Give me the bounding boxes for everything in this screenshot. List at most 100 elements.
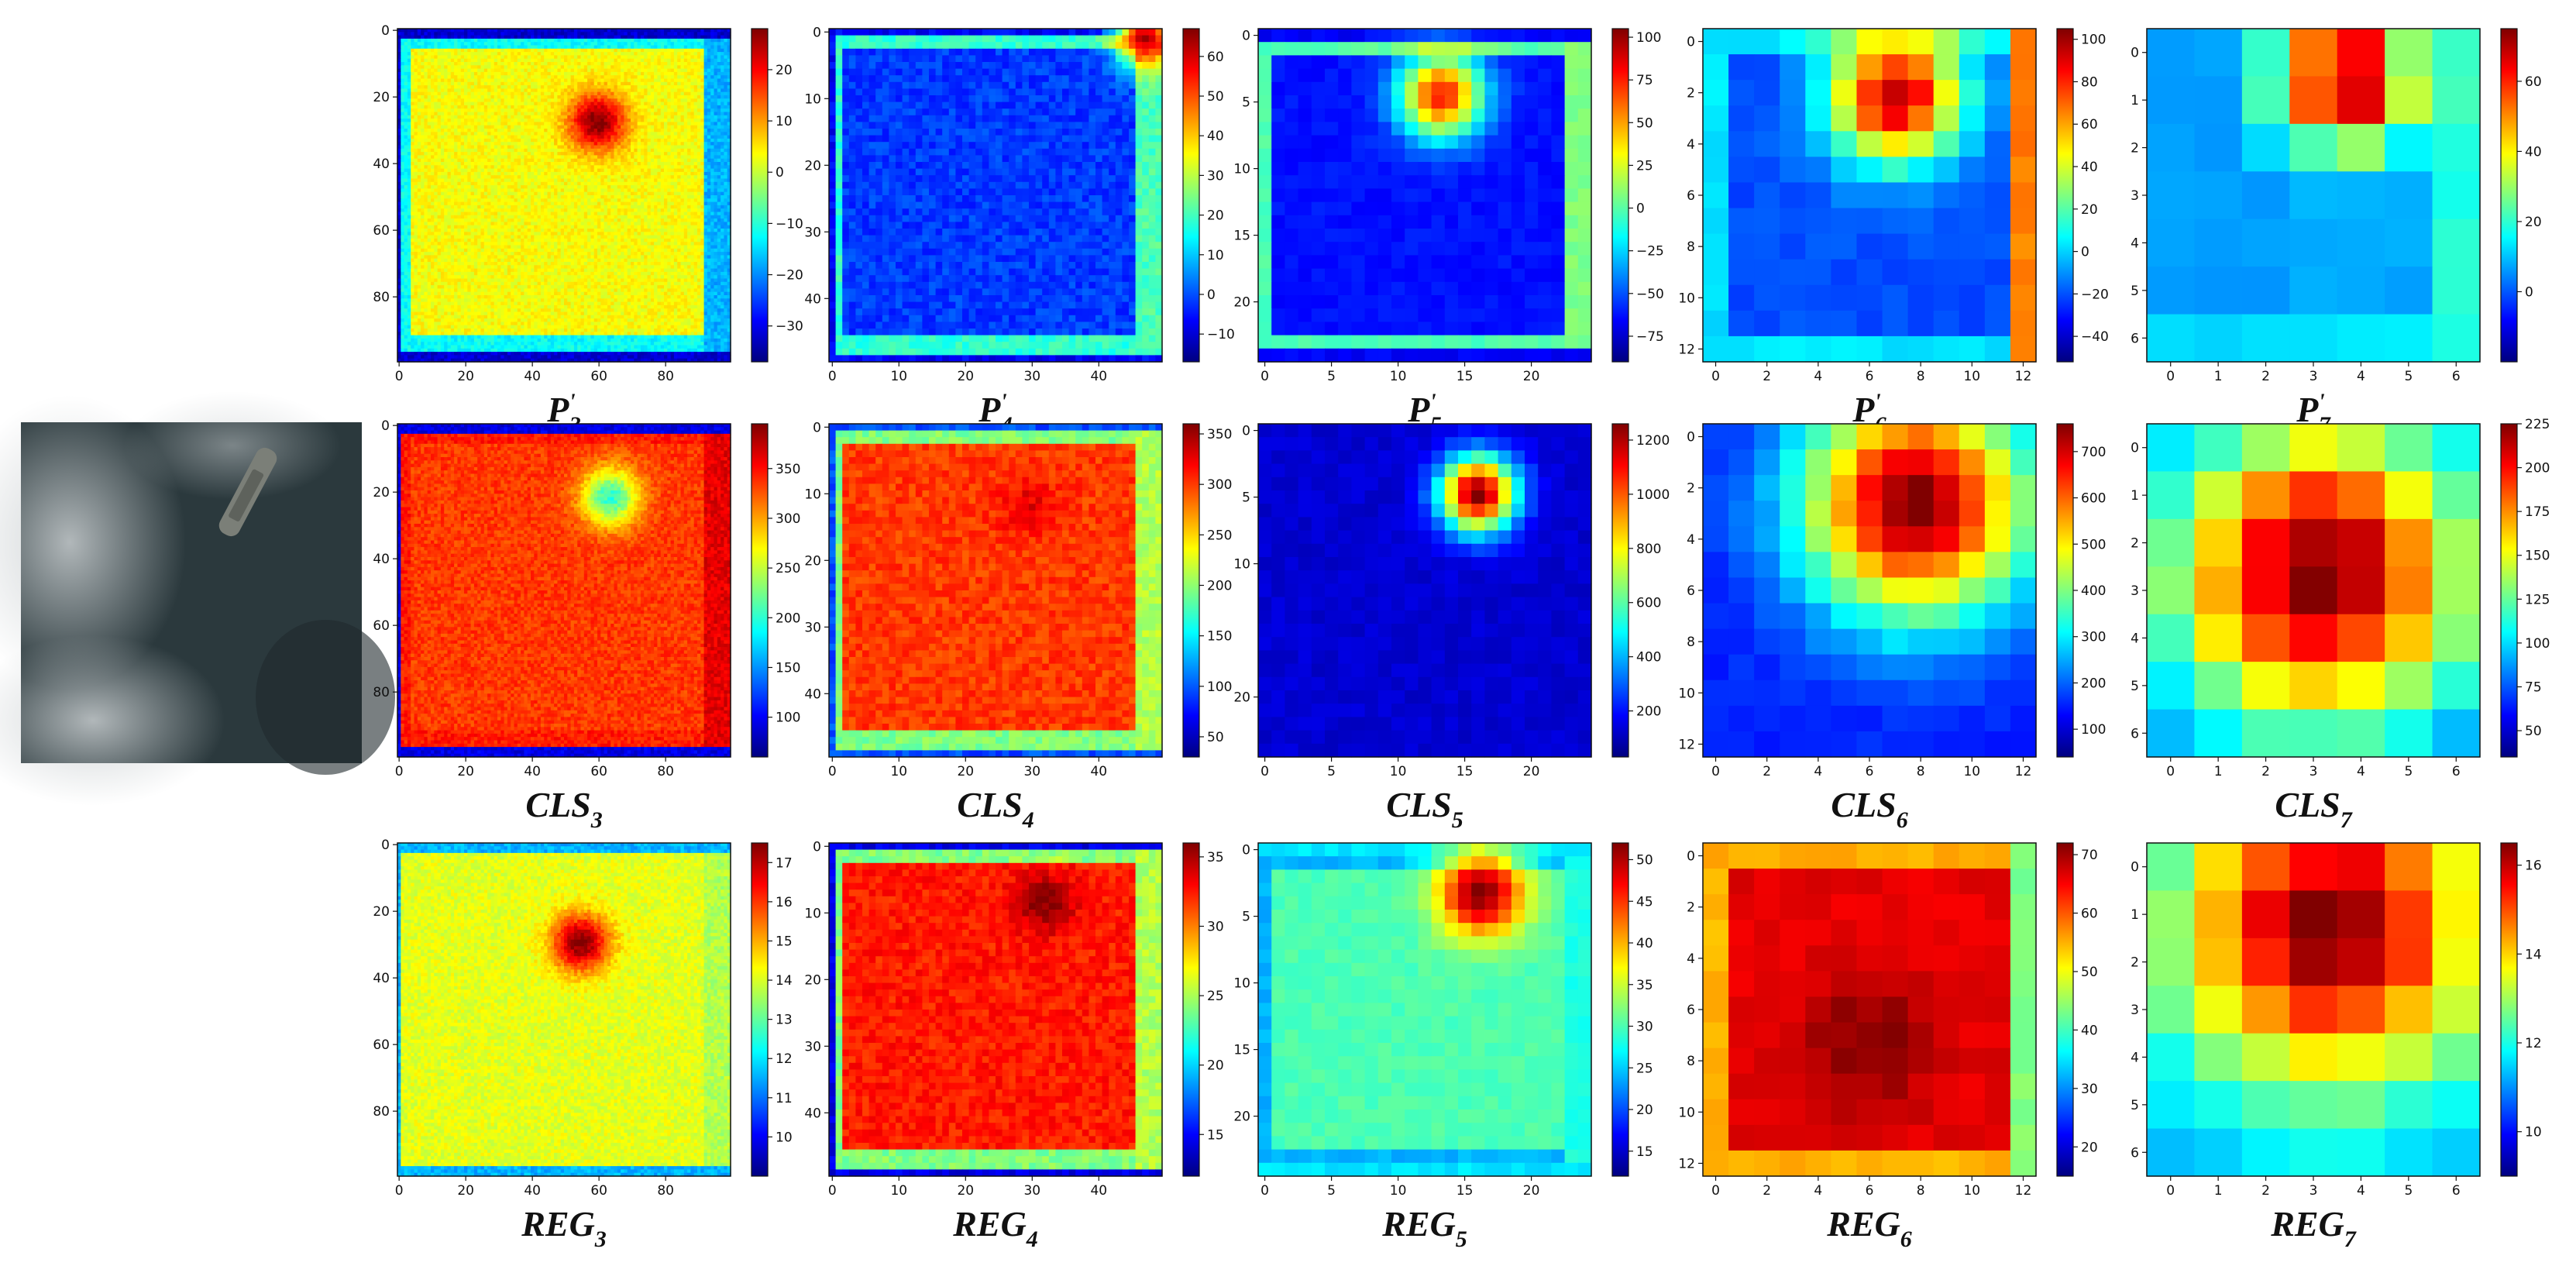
heatmap-cell: [464, 175, 468, 180]
heatmap-cell: [660, 122, 665, 126]
heatmap-cell: [557, 191, 562, 196]
heatmap-cell: [614, 88, 618, 93]
heatmap-cell: [717, 88, 721, 93]
heatmap-cell: [607, 148, 611, 153]
heatmap-cell: [514, 155, 518, 160]
heatmap-cell: [707, 62, 711, 66]
heatmap-cell: [407, 85, 411, 89]
heatmap-cell: [703, 168, 708, 173]
heatmap-cell: [547, 132, 552, 136]
heatmap-cell: [470, 129, 475, 132]
heatmap-cell: [680, 88, 685, 93]
heatmap-cell: [604, 162, 608, 166]
heatmap-cell: [507, 162, 511, 166]
heatmap-cell: [534, 158, 538, 163]
heatmap-cell: [547, 168, 552, 173]
heatmap-cell: [417, 38, 421, 43]
heatmap-cell: [621, 119, 624, 122]
heatmap-cell: [604, 55, 608, 60]
heatmap-cell: [583, 88, 588, 93]
heatmap-cell: [500, 142, 505, 146]
heatmap-cell: [524, 75, 528, 80]
heatmap-cell: [721, 62, 724, 66]
heatmap-cell: [524, 175, 528, 180]
heatmap-cell: [670, 55, 675, 60]
heatmap-cell: [703, 78, 708, 83]
heatmap-cell: [604, 98, 608, 103]
heatmap-cell: [531, 155, 535, 160]
heatmap-cell: [631, 162, 635, 166]
heatmap-cell: [407, 129, 411, 132]
heatmap-cell: [670, 81, 675, 86]
heatmap-cell: [511, 181, 515, 186]
heatmap-cell: [690, 32, 695, 36]
heatmap-cell: [727, 171, 731, 176]
heatmap-cell: [600, 62, 605, 66]
heatmap-cell: [604, 175, 608, 180]
heatmap-cell: [587, 135, 591, 139]
heatmap-cell: [617, 158, 621, 163]
heatmap-cell: [667, 155, 672, 160]
heatmap-cell: [593, 52, 598, 56]
heatmap-cell: [487, 142, 491, 146]
heatmap-cell: [621, 85, 624, 89]
heatmap-cell: [483, 188, 488, 193]
heatmap-cell: [500, 58, 505, 63]
heatmap-cell: [454, 122, 458, 126]
heatmap-cell: [537, 58, 542, 63]
heatmap-cell: [514, 132, 518, 136]
heatmap-cell: [517, 191, 521, 196]
heatmap-cell: [540, 152, 545, 156]
heatmap-cell: [621, 75, 624, 80]
heatmap-cell: [660, 148, 665, 153]
heatmap-cell: [511, 35, 515, 40]
heatmap-cell: [407, 88, 411, 93]
heatmap-cell: [514, 171, 518, 176]
heatmap-cell: [687, 108, 691, 113]
heatmap-cell: [521, 95, 524, 99]
heatmap-cell: [444, 148, 449, 153]
heatmap-cell: [487, 115, 491, 119]
heatmap-cell: [490, 88, 495, 93]
heatmap-cell: [677, 125, 682, 129]
heatmap-cell: [554, 112, 558, 116]
heatmap-cell: [404, 119, 408, 122]
heatmap-cell: [631, 38, 635, 43]
heatmap-cell: [527, 152, 531, 156]
heatmap-cell: [477, 71, 482, 76]
heatmap-cell: [557, 68, 562, 73]
heatmap-cell: [610, 171, 615, 176]
heatmap-cell: [527, 55, 531, 60]
heatmap-cell: [511, 71, 515, 76]
heatmap-cell: [624, 108, 628, 113]
heatmap-cell: [540, 98, 545, 103]
heatmap-cell: [693, 142, 698, 146]
heatmap-cell: [414, 62, 418, 66]
heatmap-cell: [547, 155, 552, 160]
heatmap-cell: [527, 88, 531, 93]
heatmap-cell: [507, 171, 511, 176]
heatmap-cell: [570, 162, 575, 166]
heatmap-cell: [411, 78, 415, 83]
heatmap-cell: [707, 85, 711, 89]
heatmap-cell: [444, 75, 449, 80]
heatmap-cell: [607, 138, 611, 143]
heatmap-cell: [434, 138, 439, 143]
heatmap-cell: [583, 78, 588, 83]
heatmap-cell: [664, 122, 668, 126]
heatmap-cell: [477, 112, 482, 116]
heatmap-cell: [614, 185, 618, 189]
heatmap-cell: [600, 68, 605, 73]
heatmap-cell: [421, 62, 425, 66]
heatmap-cell: [550, 38, 555, 43]
heatmap-cell: [614, 42, 618, 46]
heatmap-cell: [604, 188, 608, 193]
heatmap-cell: [710, 45, 715, 50]
heatmap-cell: [593, 42, 598, 46]
heatmap-cell: [431, 191, 435, 196]
heatmap-cell: [727, 38, 731, 43]
heatmap-cell: [683, 75, 688, 80]
heatmap-cell: [524, 38, 528, 43]
heatmap-cell: [540, 148, 545, 153]
heatmap-cell: [660, 129, 665, 132]
